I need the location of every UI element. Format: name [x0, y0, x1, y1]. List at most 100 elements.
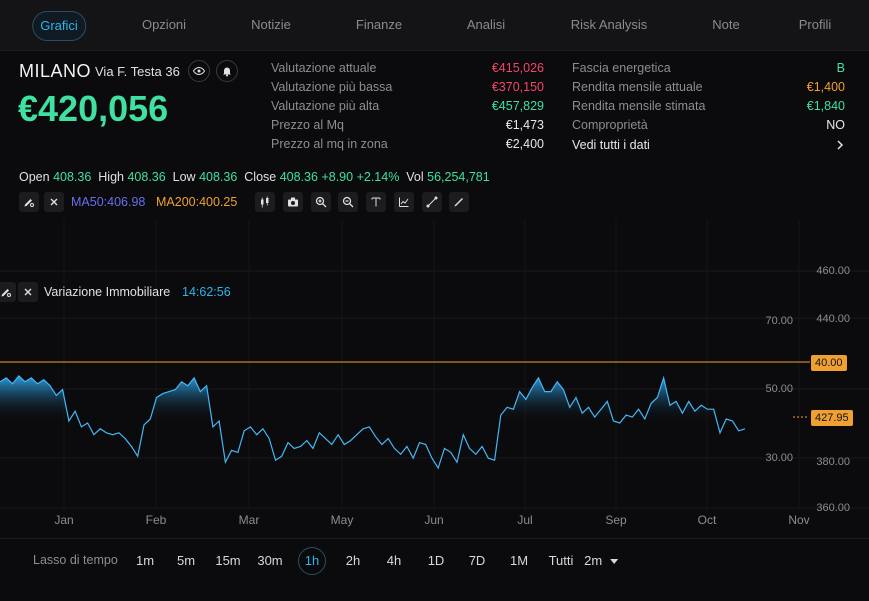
indicator-settings-button[interactable]	[19, 192, 39, 212]
tab-grafici[interactable]: Grafici	[32, 11, 86, 41]
address: Via F. Testa 36	[95, 64, 180, 79]
x-tick: Feb	[145, 513, 167, 527]
timeframe-2h[interactable]: 2h	[345, 553, 361, 568]
candlestick-icon	[261, 196, 269, 208]
remove-indicator-button[interactable]	[44, 192, 64, 212]
settings-pen-icon	[24, 199, 34, 207]
change-value: +8.90	[321, 170, 354, 184]
y-tick-indicator: 70.00	[765, 315, 793, 327]
price-chart[interactable]	[0, 220, 869, 530]
ma50-label: MA50:406.98	[71, 195, 146, 209]
timeframe-dropdown-value: 2m	[584, 553, 603, 568]
stat-label: Comproprietà	[572, 118, 648, 132]
timeframe-4h[interactable]: 4h	[386, 553, 402, 568]
stat-value: €2,400	[505, 137, 544, 151]
camera-icon	[288, 197, 298, 207]
stat-label: Fascia energetica	[572, 61, 671, 75]
zoom-in-button[interactable]	[311, 192, 331, 212]
stat-label: Valutazione più bassa	[271, 80, 393, 94]
price-line	[0, 375, 746, 470]
tab-note[interactable]: Note	[712, 17, 740, 32]
text-icon	[371, 197, 381, 207]
timeframe-label: Lasso di tempo	[33, 553, 118, 567]
x-tick: Jul	[517, 513, 533, 527]
watch-button[interactable]	[188, 60, 210, 82]
overlay-settings-button[interactable]	[0, 282, 16, 302]
vol-value: 56,254,781	[427, 170, 490, 184]
timeframe-1d[interactable]: 1D	[427, 553, 445, 568]
current-price: €420,056	[18, 88, 169, 129]
pencil-icon	[454, 198, 463, 207]
stat-value: €370,150	[491, 80, 544, 94]
timeframe-dropdown[interactable]: 2m	[584, 553, 618, 568]
close-value: 408.36	[279, 170, 318, 184]
timeframe-15m[interactable]: 15m	[215, 553, 241, 568]
indicator-label: Variazione Immobiliare	[44, 285, 171, 299]
stat-value: B	[836, 61, 845, 75]
stat-label: Prezzo al mq in zona	[271, 137, 388, 151]
zoom-in-icon	[315, 196, 327, 208]
timeframe-7d[interactable]: 7D	[468, 553, 486, 568]
zoom-out-button[interactable]	[338, 192, 358, 212]
see-all-data-link[interactable]: Vedi tutti i dati	[572, 137, 847, 153]
eye-icon	[193, 66, 205, 76]
x-tick: Oct	[697, 513, 717, 527]
stat-label: Prezzo al Mq	[271, 118, 344, 132]
stat-label: Rendita mensile attuale	[572, 80, 703, 94]
change-pct: +2.14%	[356, 170, 400, 184]
bell-icon	[223, 67, 231, 77]
ohlc-readout: Open 408.36 High 408.36 Low 408.36 Close…	[19, 170, 490, 184]
y-tick-price: 460.00	[816, 265, 850, 277]
x-tick: Jun	[424, 513, 444, 527]
vol-label: Vol	[406, 170, 424, 184]
stat-value: NO	[826, 118, 845, 132]
tab-opzioni[interactable]: Opzioni	[141, 17, 187, 32]
timeframe-1mo[interactable]: 1M	[509, 553, 529, 568]
y-tick-price: 360.00	[816, 502, 850, 514]
close-icon	[50, 198, 58, 206]
stat-label: Valutazione attuale	[271, 61, 377, 75]
timeframe-1h[interactable]: 1h	[298, 547, 326, 575]
candles-button[interactable]	[255, 192, 275, 212]
y-tick-indicator: 50.00	[765, 383, 793, 395]
settings-pen-icon	[1, 289, 11, 297]
text-tool-button[interactable]	[366, 192, 386, 212]
price-level-tag: 40.00	[811, 355, 847, 371]
tab-analisi[interactable]: Analisi	[466, 17, 506, 32]
draw-button[interactable]	[449, 192, 469, 212]
notify-button[interactable]	[216, 60, 238, 82]
chart-line-icon	[399, 197, 409, 207]
last-price-tag: 427.95	[811, 410, 853, 426]
timeframe-30m[interactable]: 30m	[257, 553, 283, 568]
stat-value: €457,829	[491, 99, 544, 113]
timeframe-1m[interactable]: 1m	[135, 553, 155, 568]
trendline-icon	[426, 196, 438, 208]
city-name: MILANO	[19, 61, 92, 81]
stat-value: €415,026	[491, 61, 544, 75]
x-tick: Jan	[54, 513, 74, 527]
tab-notizie[interactable]: Notizie	[251, 17, 291, 32]
stat-value: €1,473	[505, 118, 544, 132]
x-tick: Nov	[788, 513, 810, 527]
overlay-remove-button[interactable]	[18, 282, 38, 302]
screenshot-button[interactable]	[283, 192, 303, 212]
tab-finanze[interactable]: Finanze	[355, 17, 403, 32]
timeframe-5m[interactable]: 5m	[176, 553, 196, 568]
caret-down-icon	[609, 558, 618, 564]
tab-profili[interactable]: Profili	[798, 17, 832, 32]
stat-value: €1,840	[806, 99, 845, 113]
stat-label: Rendita mensile stimata	[572, 99, 706, 113]
y-tick-price: 380.00	[816, 456, 850, 468]
stat-value: €1,400	[806, 80, 845, 94]
close-label: Close	[244, 170, 277, 184]
timeframe-bar	[0, 538, 869, 601]
open-value: 408.36	[53, 170, 92, 184]
indicators-button[interactable]	[394, 192, 414, 212]
timeframe-all[interactable]: Tutti	[548, 553, 574, 568]
trendline-button[interactable]	[422, 192, 442, 212]
tab-risk-analysis[interactable]: Risk Analysis	[570, 17, 648, 32]
x-tick: Sep	[605, 513, 627, 527]
open-label: Open	[19, 170, 50, 184]
low-label: Low	[172, 170, 196, 184]
x-tick: Mar	[238, 513, 260, 527]
